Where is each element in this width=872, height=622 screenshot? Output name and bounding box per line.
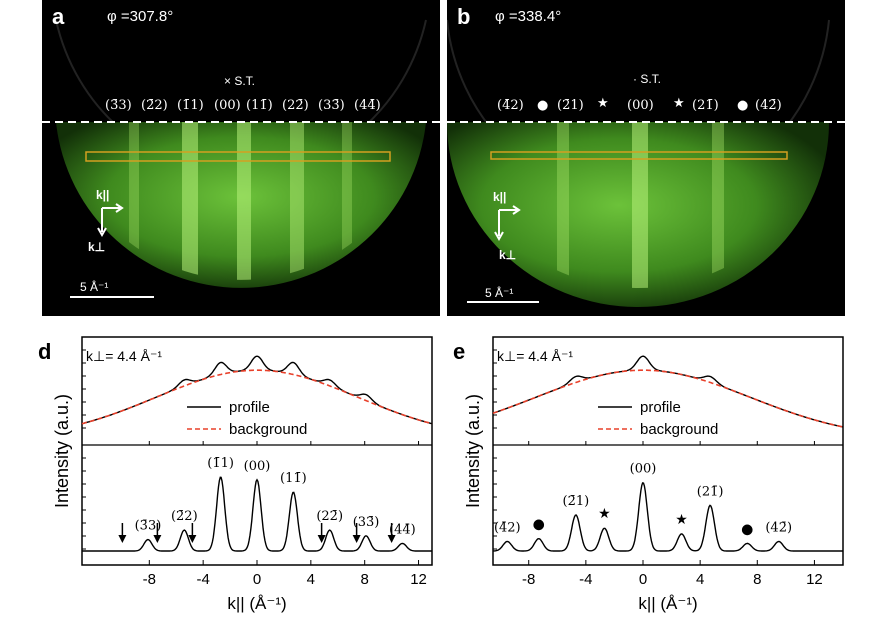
peak-label: (2̄1) bbox=[563, 494, 590, 509]
peak-label: (2̄2) bbox=[171, 509, 198, 524]
index-label: (3̄3) bbox=[105, 98, 132, 113]
specular-spot-b: · S.T. bbox=[633, 72, 662, 86]
x-tick-label: 4 bbox=[307, 571, 315, 588]
rheed-image-b: b φ =338.4° · S.T. (4̄2) ● (2̄1) ★ (00) … bbox=[447, 0, 845, 316]
arrow-head bbox=[153, 535, 162, 543]
arrow-head bbox=[352, 535, 361, 543]
panel-label-a: a bbox=[52, 4, 65, 29]
streak bbox=[182, 122, 198, 280]
k-perp-value: k⊥= 4.4 Å⁻¹ bbox=[86, 348, 162, 364]
y-axis-label: Intensity (a.u.) bbox=[52, 394, 72, 508]
k-perp-label-a: k⊥ bbox=[88, 240, 106, 254]
peak-label: (21̄) bbox=[697, 484, 724, 499]
peak-marker: ● bbox=[741, 521, 753, 537]
panel-label-e: e bbox=[453, 339, 465, 364]
k-parallel-label-b: k|| bbox=[493, 190, 507, 204]
arrow-head bbox=[317, 535, 326, 543]
subtracted-profile-line bbox=[82, 476, 432, 552]
peak-label: (44̄) bbox=[389, 522, 416, 537]
k-perp-value: k⊥= 4.4 Å⁻¹ bbox=[497, 348, 573, 364]
dot-marker: ● bbox=[537, 98, 549, 113]
profile-line bbox=[492, 355, 844, 428]
roi-box bbox=[490, 151, 788, 160]
index-label: (00) bbox=[627, 98, 654, 113]
index-label: (1̄1) bbox=[177, 98, 204, 113]
peak-label: (00) bbox=[244, 459, 271, 474]
index-label: (11̄) bbox=[246, 98, 273, 113]
peak-label: (3̄3) bbox=[135, 519, 162, 534]
y-axis-label: Intensity (a.u.) bbox=[463, 394, 483, 508]
plot-frame bbox=[492, 336, 844, 566]
specular-spot-a: × S.T. bbox=[224, 74, 256, 88]
phi-angle-a: φ =307.8° bbox=[107, 8, 174, 25]
cropped-edge-glyph bbox=[860, 138, 870, 178]
peak-label: (1̄1) bbox=[207, 456, 234, 471]
x-tick-label: -8 bbox=[143, 571, 156, 588]
peak-label: (22̄) bbox=[316, 509, 343, 524]
peak-label: (42̄) bbox=[765, 521, 792, 536]
peak-label: (4̄2) bbox=[494, 521, 521, 536]
arrow-head bbox=[118, 535, 127, 543]
index-label: (22̄) bbox=[282, 98, 309, 113]
x-tick-label: 8 bbox=[753, 571, 761, 588]
legend-profile-label: profile bbox=[229, 399, 270, 416]
x-axis-label: k|| (Å⁻¹) bbox=[227, 594, 286, 613]
legend-profile-label: profile bbox=[640, 399, 681, 416]
rheed-pattern-b bbox=[447, 19, 845, 307]
x-tick-label: 4 bbox=[696, 571, 704, 588]
scale-label-a: 5 Å⁻¹ bbox=[80, 280, 109, 294]
x-tick-label: 0 bbox=[639, 571, 647, 588]
panel-label-d: d bbox=[38, 339, 51, 364]
peak-marker: ● bbox=[533, 517, 545, 533]
peak-label: (00) bbox=[630, 462, 657, 477]
peak-label: (11̄) bbox=[280, 471, 307, 486]
streak bbox=[632, 122, 648, 289]
streak bbox=[557, 122, 569, 289]
index-label: (21̄) bbox=[692, 98, 719, 113]
streak bbox=[342, 122, 352, 280]
roi-box bbox=[85, 151, 391, 162]
index-label: (00) bbox=[214, 98, 241, 113]
star-marker: ★ bbox=[597, 96, 609, 111]
peak-marker: ★ bbox=[598, 506, 611, 522]
arrow-head bbox=[188, 535, 197, 543]
background-line bbox=[81, 369, 433, 425]
index-label: (42̄) bbox=[755, 98, 782, 113]
streak bbox=[712, 122, 724, 289]
x-axis-label: k|| (Å⁻¹) bbox=[638, 594, 697, 613]
streak bbox=[129, 122, 139, 280]
k-parallel-label-a: k|| bbox=[96, 188, 110, 202]
x-tick-label: 12 bbox=[806, 571, 823, 588]
peak-label: (33̄) bbox=[353, 515, 380, 530]
index-label: (33̄) bbox=[318, 98, 345, 113]
arrow-head bbox=[387, 535, 396, 543]
x-tick-label: 8 bbox=[361, 571, 369, 588]
dot-marker: ● bbox=[737, 98, 749, 113]
index-label: (2̄1) bbox=[557, 98, 584, 113]
x-tick-label: 0 bbox=[253, 571, 261, 588]
background-line bbox=[492, 369, 844, 428]
subtracted-profile-line bbox=[492, 482, 843, 552]
index-label: (4̄2) bbox=[497, 98, 524, 113]
k-perp-label-b: k⊥ bbox=[499, 248, 517, 262]
index-label: (2̄2) bbox=[141, 98, 168, 113]
legend-background-label: background bbox=[640, 421, 718, 438]
phi-angle-b: φ =338.4° bbox=[495, 8, 562, 25]
star-marker: ★ bbox=[673, 96, 685, 111]
x-tick-label: 12 bbox=[410, 571, 427, 588]
streak bbox=[290, 122, 304, 280]
profile-line bbox=[81, 355, 433, 425]
index-label: (44̄) bbox=[354, 98, 381, 113]
x-tick-label: -8 bbox=[522, 571, 535, 588]
rheed-pattern-a bbox=[42, 19, 440, 298]
x-tick-label: -4 bbox=[579, 571, 592, 588]
panel-label-b: b bbox=[457, 4, 471, 29]
legend-background-label: background bbox=[229, 421, 307, 438]
peak-marker: ★ bbox=[675, 512, 688, 528]
rheed-image-a: a φ =307.8° × S.T. (3̄3) (2̄2) (1̄1) (00… bbox=[42, 0, 440, 316]
profile-charts: d -8 -4 0 4 8 12 k|| (Å⁻¹) Intensity (a.u.) k⊥= 4… bbox=[38, 336, 844, 613]
x-tick-label: -4 bbox=[196, 571, 209, 588]
scale-label-b: 5 Å⁻¹ bbox=[485, 286, 514, 300]
